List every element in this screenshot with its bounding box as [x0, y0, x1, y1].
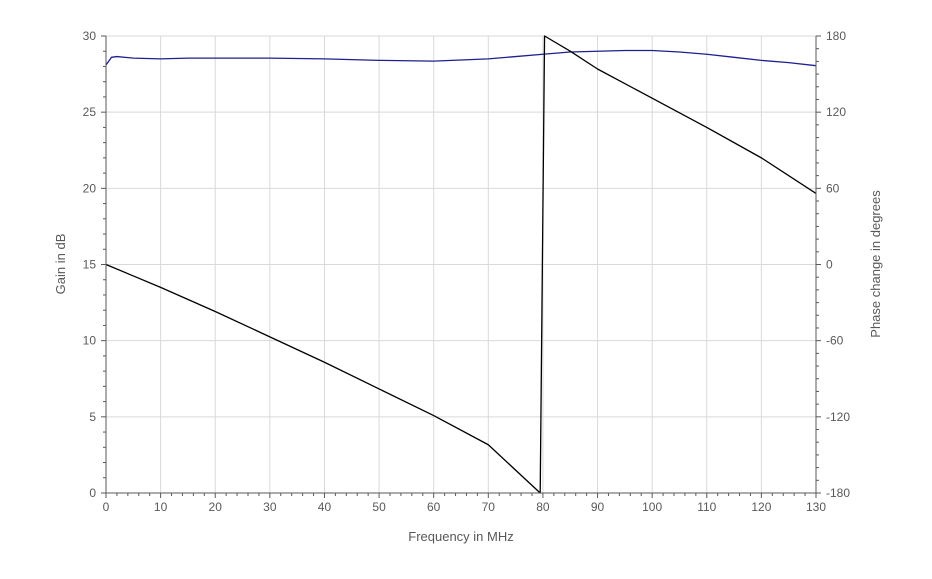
grid	[105, 35, 817, 494]
y-tick-label: 0	[89, 486, 96, 500]
x-tick-label: 30	[263, 500, 277, 514]
x-tick-label: 70	[482, 500, 496, 514]
y2-tick-label: 60	[826, 181, 840, 195]
axes: 0 10 20 30 40 50 60 70 80 90 100 110 120 130 0 5 10 15 20 2…	[83, 29, 851, 514]
y-tick-label: 10	[83, 334, 97, 348]
x-tick-label: 50	[372, 500, 386, 514]
y-tick-label: 30	[83, 29, 97, 43]
y-tick-label: 5	[89, 410, 96, 424]
x-tick-label: 20	[209, 500, 223, 514]
series-line-2	[105, 35, 817, 494]
x-tick-label: 10	[154, 500, 168, 514]
x-tick-label: 130	[806, 500, 826, 514]
y2-tick-label: -60	[826, 334, 844, 348]
y2-axis-title: Phase change in degrees	[868, 190, 883, 338]
x-tick-label: 90	[591, 500, 605, 514]
y2-tick-label: -180	[826, 486, 850, 500]
x-tick-label: 0	[103, 500, 110, 514]
x-tick-label: 110	[697, 500, 716, 514]
y-tick-label: 25	[83, 105, 97, 119]
x-tick-label: 60	[427, 500, 441, 514]
y2-tick-label: 180	[826, 29, 846, 43]
y-tick-label: 20	[83, 181, 97, 195]
x-tick-label: 40	[318, 500, 332, 514]
y2-tick-label: 120	[826, 105, 846, 119]
x-tick-label: 120	[751, 500, 771, 514]
x-tick-label: 80	[536, 500, 550, 514]
y-axis-title: Gain in dB	[53, 234, 68, 295]
y2-tick-label: 0	[826, 258, 833, 272]
x-axis-title: Frequency in MHz	[408, 529, 513, 544]
y2-tick-label: -120	[826, 410, 850, 424]
series-line-1	[105, 49, 817, 67]
x-tick-label: 100	[642, 500, 662, 514]
y-tick-label: 15	[83, 258, 97, 272]
series-layer	[105, 35, 817, 494]
